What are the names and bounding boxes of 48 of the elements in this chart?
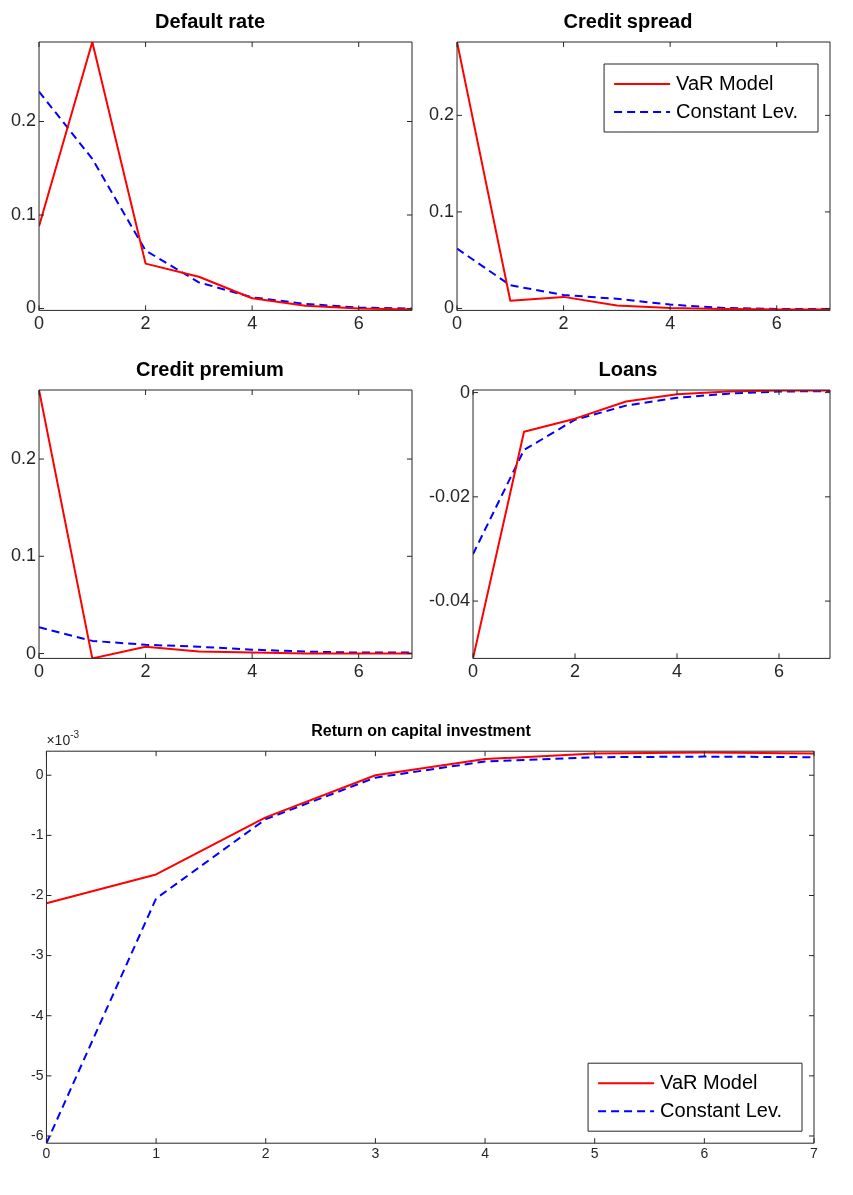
x-tick-label: 2 <box>570 661 581 682</box>
x-tick-label: 5 <box>590 1145 599 1162</box>
x-tick-label: 7 <box>810 1145 819 1162</box>
y-tick-label: -0.02 <box>429 485 471 506</box>
chart-title: Loans <box>598 357 658 380</box>
y-tick-label: -6 <box>31 1126 44 1143</box>
x-tick-label: 2 <box>558 313 569 334</box>
x-tick-label: 4 <box>665 313 676 334</box>
y-tick-label: -2 <box>31 886 44 903</box>
x-tick-label: 6 <box>353 661 364 682</box>
x-tick-label: 2 <box>261 1145 270 1162</box>
y-tick-label: 0.1 <box>10 545 37 566</box>
y-tick-label: -3 <box>31 946 44 963</box>
y-tick-label: 0.2 <box>428 104 455 125</box>
x-tick-label: 4 <box>481 1145 490 1162</box>
x-tick-label: 2 <box>140 661 151 682</box>
legend-label: VaR Model <box>660 1070 758 1093</box>
x-tick-label: 6 <box>353 313 364 334</box>
legend-label: Constant Lev. <box>676 99 799 122</box>
y-tick-label: 0 <box>444 297 455 318</box>
y-tick-label: 0.2 <box>10 448 37 469</box>
x-tick-label: 1 <box>152 1145 161 1162</box>
y-tick-label: 0.1 <box>10 203 37 224</box>
y-tick-label: -4 <box>31 1006 44 1023</box>
legend-label: Constant Lev. <box>660 1098 783 1121</box>
x-tick-label: 6 <box>700 1145 709 1162</box>
line-series <box>39 626 412 654</box>
y-tick-label: -1 <box>31 826 44 843</box>
y-tick-label: -5 <box>31 1066 44 1083</box>
legend-label: VaR Model <box>676 71 774 94</box>
chart-title: Credit spread <box>563 9 693 32</box>
y-tick-label: -0.04 <box>429 590 471 611</box>
x-tick-label: 6 <box>771 313 782 334</box>
x-tick-label: 6 <box>774 661 785 682</box>
y-tick-label: 0 <box>460 381 471 402</box>
x-tick-label: 3 <box>371 1145 380 1162</box>
x-tick-label: 2 <box>140 313 151 334</box>
chart-title: Return on capital investment <box>311 722 532 740</box>
x-tick-label: 4 <box>672 661 683 682</box>
y-tick-label: 0.1 <box>428 200 455 221</box>
y-tick-label: 0 <box>26 642 37 663</box>
chart-title: Credit premium <box>136 357 284 380</box>
y-tick-label: 0 <box>35 766 44 783</box>
chart-title: Default rate <box>154 9 266 32</box>
x-tick-label: 4 <box>247 661 258 682</box>
y-tick-label: 0.2 <box>10 110 37 131</box>
y-tick-label: 0 <box>26 297 37 318</box>
x-tick-label: 4 <box>247 313 258 334</box>
